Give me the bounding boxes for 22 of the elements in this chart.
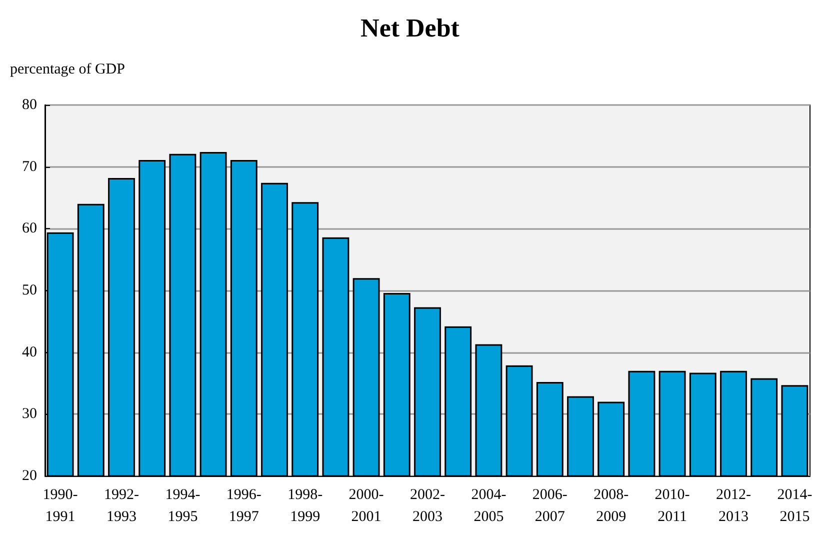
x-tick-label: 2004- 2005 — [471, 487, 506, 525]
x-tick-label: 2014- 2015 — [777, 487, 812, 525]
y-tick-label: 40 — [22, 344, 37, 360]
y-axis-title: percentage of GDP — [10, 62, 125, 78]
y-tick-label: 30 — [22, 406, 37, 422]
y-tick-label: 50 — [22, 282, 37, 298]
x-tick-label: 2002- 2003 — [410, 487, 445, 525]
y-tick-label: 80 — [22, 97, 37, 113]
y-tick-label: 20 — [22, 468, 37, 484]
x-tick-label: 2012- 2013 — [716, 487, 751, 525]
y-tick-label: 60 — [22, 220, 37, 237]
chart-title: Net Debt — [360, 14, 460, 42]
x-tick-label: 2006- 2007 — [532, 487, 568, 525]
x-tick-label: 1998- 1999 — [288, 487, 323, 525]
x-tick-label: 2000- 2001 — [348, 487, 384, 525]
x-tick-label: 1996- 1997 — [226, 487, 262, 525]
x-tick-label: 1990- 1991 — [42, 487, 78, 525]
x-tick-label: 2010- 2011 — [654, 487, 690, 525]
x-tick-label: 1992- 1993 — [104, 487, 139, 525]
x-tick-label: 1994- 1995 — [165, 487, 200, 525]
x-tick-label: 2008- 2009 — [594, 487, 629, 525]
y-tick-label: 70 — [22, 158, 37, 175]
